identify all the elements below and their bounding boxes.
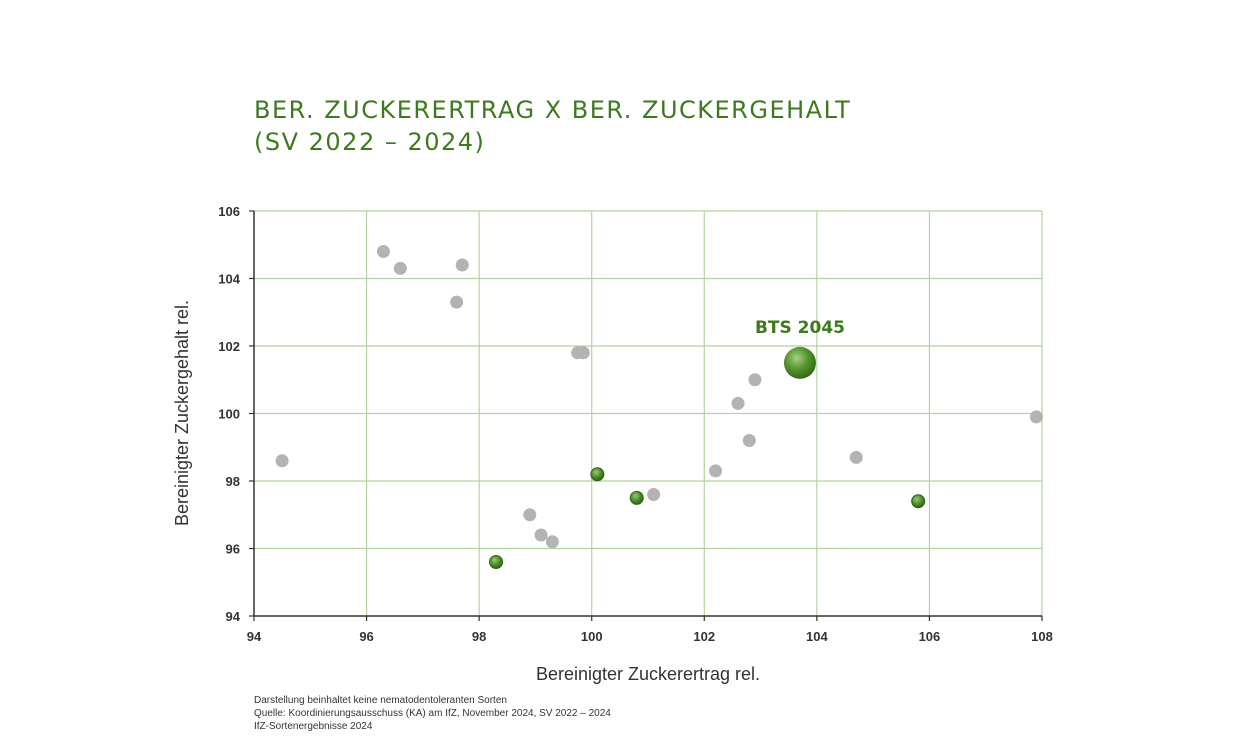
- data-point-grey: [647, 488, 661, 501]
- x-tick-label: 108: [1031, 629, 1053, 644]
- data-point-grey: [576, 346, 590, 360]
- x-axis-label: Bereinigter Zuckerertrag rel.: [536, 664, 760, 684]
- data-point-grey: [849, 450, 863, 464]
- grid: [254, 210, 1043, 616]
- x-tick-label: 100: [581, 629, 603, 644]
- x-tick-label: 104: [806, 629, 828, 644]
- data-point-grey: [275, 454, 289, 468]
- highlight-point-label: BTS 2045: [755, 318, 845, 338]
- y-tick-label: 104: [218, 272, 240, 287]
- tick-labels: 94 96 98 100 102 104 106 94 96 98 100 102 104 106 108: [218, 204, 1053, 644]
- footnote-line: Quelle: Koordinierungsausschuss (KA) am …: [254, 708, 611, 719]
- data-point-highlight: [783, 346, 816, 379]
- footnote-line: Darstellung beinhaltet keine nematodento…: [254, 695, 507, 706]
- data-points: BTS 2045: [275, 245, 1043, 569]
- data-point-grey: [523, 508, 537, 522]
- data-point-grey: [1029, 410, 1043, 424]
- x-tick-label: 106: [919, 629, 941, 644]
- y-tick-label: 100: [218, 407, 240, 422]
- data-point-grey: [742, 434, 756, 447]
- axes: [249, 210, 1043, 621]
- data-point-green: [629, 490, 644, 505]
- data-point-green: [590, 467, 605, 482]
- x-tick-label: 94: [247, 629, 262, 644]
- footnotes: Darstellung beinhaltet keine nematodento…: [254, 694, 611, 733]
- data-point-grey: [450, 295, 464, 309]
- y-tick-label: 102: [218, 339, 240, 354]
- x-tick-label: 96: [359, 629, 373, 644]
- chart-title-line-1: BER. ZUCKERERTRAG X BER. ZUCKERGEHALT: [254, 96, 852, 124]
- chart-title: BER. ZUCKERERTRAG X BER. ZUCKERGEHALT (S…: [254, 94, 851, 158]
- data-point-green: [489, 555, 504, 569]
- data-point-grey: [748, 373, 762, 387]
- y-tick-label: 96: [226, 542, 240, 557]
- data-point-grey: [545, 535, 559, 549]
- footnote-line: IfZ-Sortenergebnisse 2024: [254, 721, 373, 732]
- chart-title-line-2: (SV 2022 – 2024): [254, 128, 486, 156]
- y-tick-label: 98: [226, 474, 240, 489]
- data-point-grey: [534, 528, 548, 542]
- x-tick-label: 102: [693, 629, 715, 644]
- y-tick-label: 106: [218, 204, 240, 219]
- data-point-grey: [709, 464, 723, 478]
- data-point-grey: [731, 396, 745, 410]
- data-point-grey: [376, 245, 390, 258]
- x-tick-label: 98: [472, 629, 486, 644]
- data-point-grey: [393, 261, 407, 275]
- y-tick-label: 94: [226, 609, 241, 624]
- data-point-green: [911, 494, 926, 509]
- data-point-grey: [455, 258, 469, 272]
- y-axis-label: Bereinigter Zuckergehalt rel.: [172, 300, 192, 526]
